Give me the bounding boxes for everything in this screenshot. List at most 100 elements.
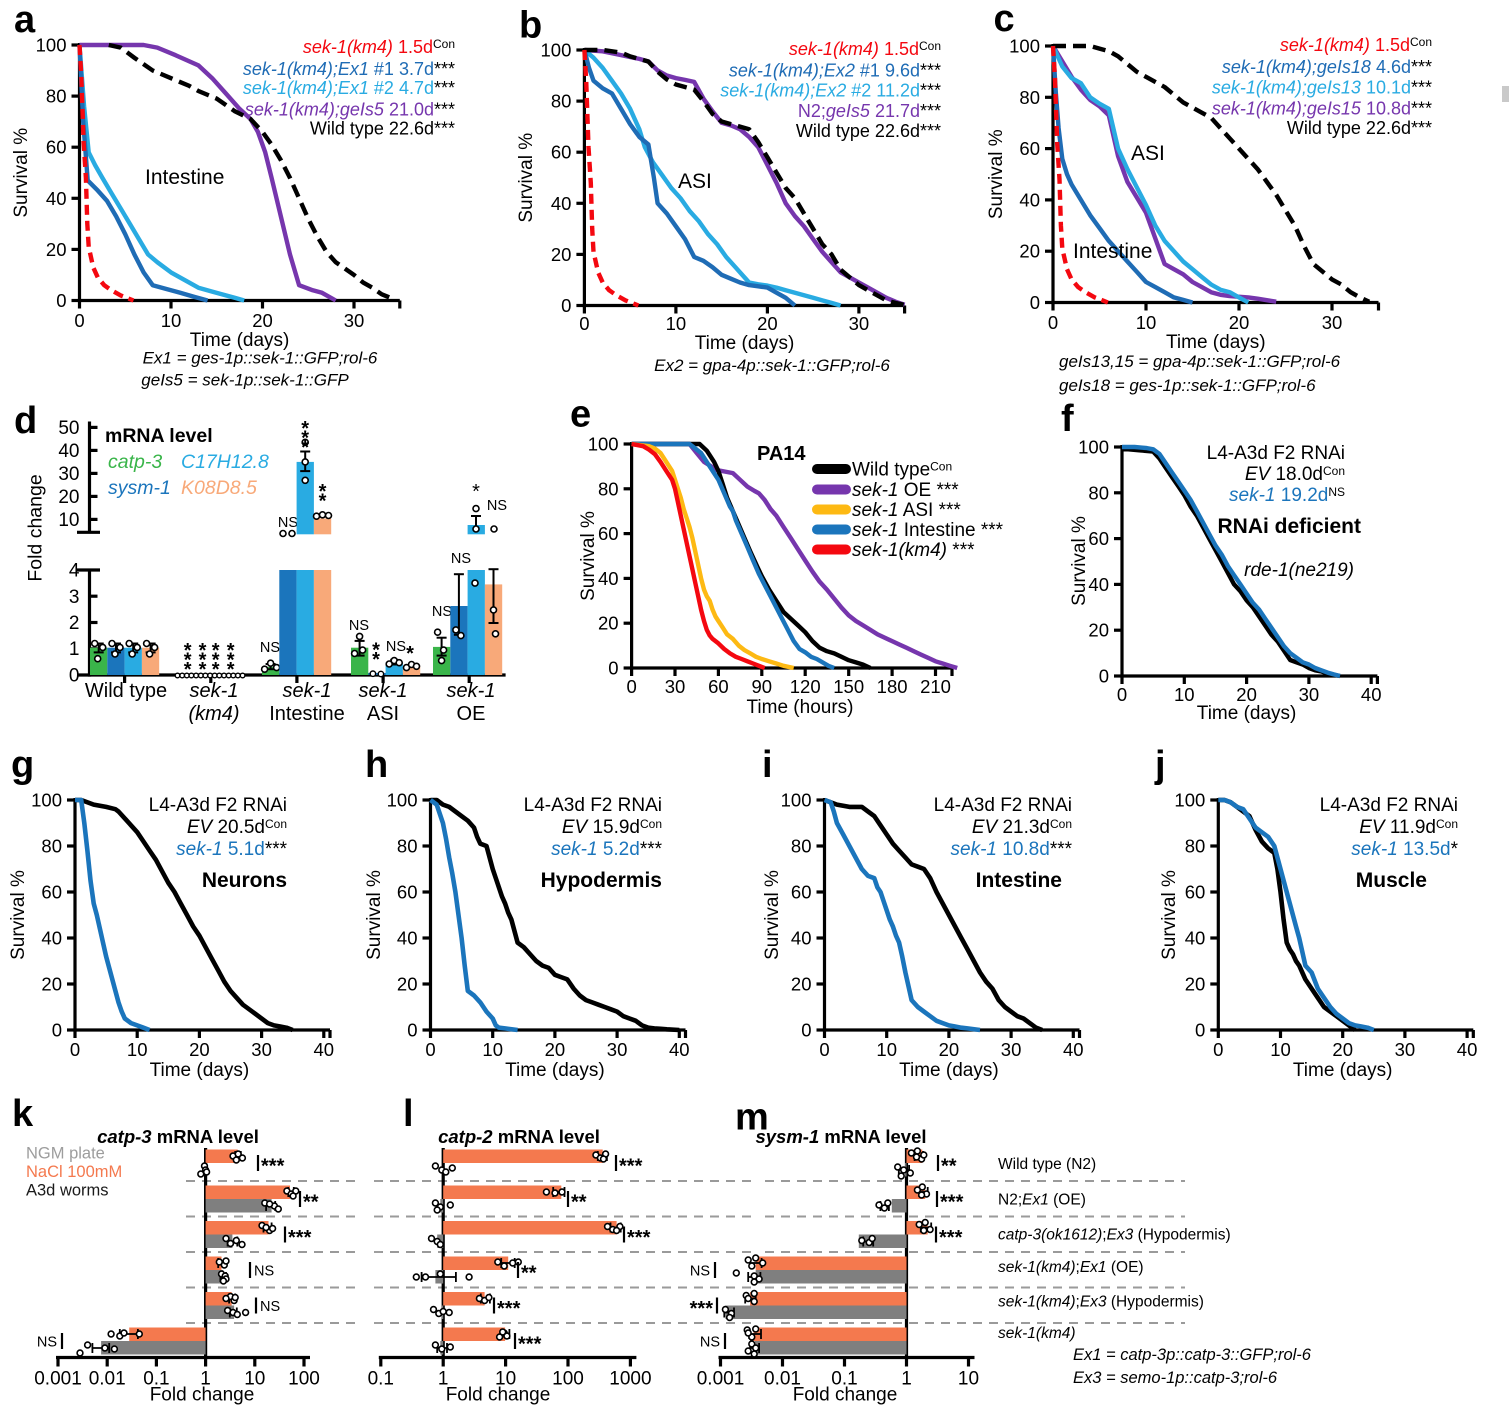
svg-text:N2;geIs5 21.7d***: N2;geIs5 21.7d*** — [798, 101, 941, 121]
svg-text:40: 40 — [46, 188, 67, 209]
svg-text:1: 1 — [438, 1369, 449, 1390]
svg-text:Survival %: Survival % — [1069, 516, 1090, 606]
svg-text:Survival %: Survival % — [986, 129, 1007, 219]
svg-text:Time (days): Time (days) — [505, 1060, 605, 1081]
svg-text:j: j — [1154, 744, 1166, 786]
svg-text:sek-1(km4) ***: sek-1(km4) *** — [852, 540, 975, 561]
svg-text:60: 60 — [1019, 138, 1040, 159]
svg-text:*: * — [227, 640, 235, 662]
svg-text:d: d — [14, 400, 37, 442]
svg-text:EV 21.3dCon: EV 21.3dCon — [972, 817, 1072, 838]
svg-text:geIs18 = ges-1p::sek-1::GFP;ro: geIs18 = ges-1p::sek-1::GFP;rol-6 — [1059, 376, 1316, 395]
svg-text:***: *** — [627, 1227, 651, 1249]
svg-text:mRNA level: mRNA level — [105, 425, 213, 447]
svg-text:*: * — [301, 437, 309, 459]
svg-text:NS: NS — [690, 1264, 710, 1280]
svg-text:a: a — [14, 0, 36, 41]
svg-text:*: * — [301, 428, 309, 450]
svg-text:10: 10 — [1174, 684, 1195, 705]
svg-text:0: 0 — [1030, 292, 1040, 313]
svg-text:NS: NS — [432, 604, 452, 620]
svg-text:10: 10 — [161, 310, 182, 331]
svg-text:20: 20 — [252, 310, 273, 331]
svg-text:catp-3(ok1612);Ex3 (Hypodermis: catp-3(ok1612);Ex3 (Hypodermis) — [998, 1227, 1231, 1244]
svg-text:40: 40 — [314, 1039, 335, 1060]
svg-text:NS: NS — [487, 498, 507, 514]
svg-text:RNAi deficient: RNAi deficient — [1217, 515, 1361, 538]
svg-text:*: * — [472, 481, 480, 503]
svg-text:40: 40 — [397, 928, 418, 949]
svg-text:80: 80 — [791, 836, 812, 857]
svg-text:Survival %: Survival % — [1159, 870, 1180, 960]
svg-text:geIs13,15 = gpa-4p::sek-1::GFP: geIs13,15 = gpa-4p::sek-1::GFP;rol-6 — [1059, 352, 1341, 371]
svg-text:*: * — [227, 659, 235, 681]
svg-text:*: * — [212, 659, 220, 681]
svg-text:Time (days): Time (days) — [190, 330, 290, 351]
svg-text:sek-1(km4) 1.5dCon: sek-1(km4) 1.5dCon — [1280, 35, 1432, 55]
svg-text:30: 30 — [58, 464, 79, 485]
svg-text:2: 2 — [69, 613, 80, 634]
svg-text:Fold change: Fold change — [446, 1385, 551, 1406]
svg-text:10: 10 — [958, 1369, 979, 1390]
svg-text:30: 30 — [1395, 1039, 1416, 1060]
svg-text:OE: OE — [457, 703, 486, 725]
svg-text:sek-1 13.5d*: sek-1 13.5d* — [1351, 839, 1458, 860]
svg-text:***: *** — [497, 1298, 521, 1320]
svg-text:40: 40 — [551, 193, 572, 214]
svg-text:A3d worms: A3d worms — [26, 1182, 109, 1200]
svg-text:*: * — [372, 649, 380, 671]
svg-text:Wild type 22.6d***: Wild type 22.6d*** — [796, 121, 941, 141]
svg-text:20: 20 — [791, 974, 812, 995]
svg-text:ASI: ASI — [367, 703, 399, 725]
svg-text:(km4): (km4) — [188, 703, 239, 725]
svg-text:*: * — [301, 418, 309, 440]
svg-text:PA14: PA14 — [757, 443, 806, 465]
svg-text:0: 0 — [425, 1039, 435, 1060]
svg-text:c: c — [994, 0, 1015, 40]
svg-text:sek-1(km4);Ex2 #1 9.6d***: sek-1(km4);Ex2 #1 9.6d*** — [729, 61, 941, 81]
svg-text:Time (days): Time (days) — [695, 333, 795, 354]
svg-text:10: 10 — [244, 1369, 265, 1390]
svg-text:0.1: 0.1 — [368, 1369, 394, 1390]
svg-text:10: 10 — [666, 313, 687, 334]
svg-text:30: 30 — [665, 676, 686, 697]
svg-text:40: 40 — [58, 441, 79, 462]
svg-text:sek-1(km4);Ex1 (OE): sek-1(km4);Ex1 (OE) — [998, 1259, 1144, 1276]
svg-text:Ex1 = catp-3p::catp-3::GFP;rol: Ex1 = catp-3p::catp-3::GFP;rol-6 — [1073, 1346, 1312, 1364]
svg-text:**: ** — [303, 1192, 319, 1214]
svg-text:NS: NS — [260, 640, 280, 656]
svg-text:20: 20 — [397, 974, 418, 995]
svg-text:0: 0 — [74, 310, 84, 331]
svg-text:40: 40 — [41, 928, 62, 949]
svg-text:Fold change: Fold change — [150, 1385, 255, 1406]
svg-text:L4-A3d F2 RNAi: L4-A3d F2 RNAi — [934, 795, 1072, 816]
svg-text:sek-1 ASI ***: sek-1 ASI *** — [852, 500, 961, 521]
svg-text:100: 100 — [1009, 36, 1040, 57]
svg-text:sek-1 10.8d***: sek-1 10.8d*** — [951, 839, 1073, 860]
svg-text:60: 60 — [46, 137, 67, 158]
svg-text:*: * — [199, 640, 207, 662]
svg-text:*: * — [212, 640, 220, 662]
svg-text:20: 20 — [598, 613, 619, 634]
svg-text:80: 80 — [1019, 87, 1040, 108]
svg-text:0: 0 — [1048, 312, 1058, 333]
svg-text:**: ** — [521, 1263, 537, 1285]
svg-text:*: * — [184, 640, 192, 662]
svg-text:10: 10 — [876, 1039, 897, 1060]
svg-text:h: h — [365, 744, 388, 786]
svg-text:0.01: 0.01 — [89, 1369, 126, 1390]
svg-text:**: ** — [571, 1192, 587, 1214]
svg-text:20: 20 — [1236, 684, 1257, 705]
svg-text:100: 100 — [288, 1369, 320, 1390]
svg-text:20: 20 — [58, 487, 79, 508]
svg-text:EV 11.9dCon: EV 11.9dCon — [1359, 817, 1458, 838]
svg-text:*: * — [184, 659, 192, 681]
svg-text:sek-1(km4) 1.5dCon: sek-1(km4) 1.5dCon — [789, 39, 941, 59]
svg-text:40: 40 — [1019, 189, 1040, 210]
svg-text:sek-1(km4);Ex3 (Hypodermis): sek-1(km4);Ex3 (Hypodermis) — [998, 1294, 1204, 1311]
svg-text:***: *** — [939, 1227, 963, 1249]
svg-text:*: * — [319, 491, 327, 513]
svg-text:80: 80 — [598, 478, 619, 499]
svg-text:80: 80 — [551, 91, 572, 112]
svg-text:80: 80 — [1185, 836, 1206, 857]
